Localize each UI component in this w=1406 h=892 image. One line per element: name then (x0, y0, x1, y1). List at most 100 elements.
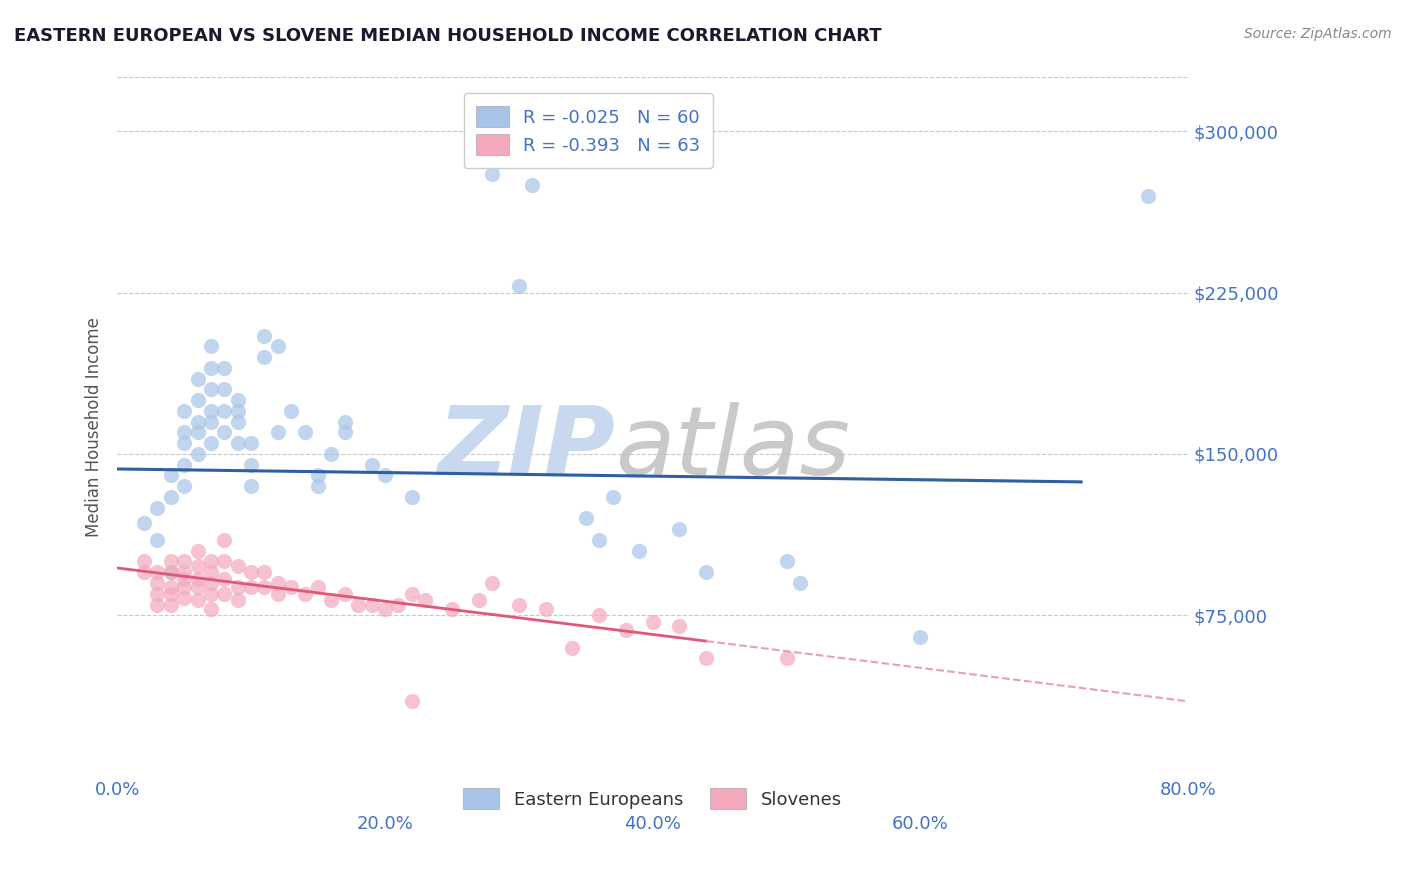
Point (280, 404, 302, 418)
Point (374, 468, 396, 483)
Point (132, 566, 155, 580)
Point (253, 350, 276, 364)
Point (240, 458, 263, 472)
Point (508, 279, 530, 293)
Point (159, 598, 181, 612)
Point (146, 533, 169, 547)
Point (214, 587, 236, 601)
Point (240, 580, 263, 594)
Point (534, 602, 557, 616)
Point (146, 566, 169, 580)
Point (214, 533, 236, 547)
Point (226, 404, 249, 418)
Point (159, 566, 181, 580)
Point (146, 587, 169, 601)
Point (267, 576, 290, 591)
Point (588, 608, 610, 623)
Point (226, 593, 249, 607)
Text: EASTERN EUROPEAN VS SLOVENE MEDIAN HOUSEHOLD INCOME CORRELATION CHART: EASTERN EUROPEAN VS SLOVENE MEDIAN HOUSE… (14, 27, 882, 45)
Point (628, 543, 651, 558)
Point (200, 576, 222, 591)
Point (240, 566, 263, 580)
Point (561, 640, 583, 655)
Point (200, 404, 222, 418)
Point (321, 447, 343, 461)
Point (200, 566, 222, 580)
Point (401, 490, 423, 504)
Point (159, 490, 181, 504)
Point (575, 511, 598, 525)
Point (173, 458, 195, 472)
Legend: Eastern Europeans, Slovenes: Eastern Europeans, Slovenes (456, 781, 849, 816)
Point (695, 651, 717, 665)
Y-axis label: Median Household Income: Median Household Income (86, 317, 103, 537)
Point (200, 436, 222, 450)
Point (267, 587, 290, 601)
Point (146, 500, 169, 515)
Point (173, 580, 195, 594)
Point (173, 479, 195, 493)
Point (159, 554, 181, 568)
Point (294, 425, 316, 440)
Point (159, 468, 181, 483)
Point (360, 458, 382, 472)
Point (695, 566, 717, 580)
Text: Source: ZipAtlas.com: Source: ZipAtlas.com (1244, 27, 1392, 41)
Point (910, 630, 932, 644)
Point (253, 566, 276, 580)
Point (481, 576, 503, 591)
Point (333, 425, 356, 440)
Point (253, 328, 276, 343)
Point (226, 580, 249, 594)
Point (1136, 188, 1159, 202)
Point (240, 479, 263, 493)
Point (588, 533, 610, 547)
Point (641, 615, 664, 629)
Point (214, 425, 236, 440)
Point (387, 598, 409, 612)
Point (267, 425, 290, 440)
Point (173, 404, 195, 418)
Point (333, 415, 356, 429)
Point (186, 415, 208, 429)
Text: 20.0%: 20.0% (357, 815, 413, 833)
Point (159, 587, 181, 601)
Point (508, 598, 530, 612)
Point (200, 415, 222, 429)
Point (200, 554, 222, 568)
Point (173, 425, 195, 440)
Point (668, 522, 690, 536)
Point (401, 587, 423, 601)
Point (226, 558, 249, 573)
Point (214, 404, 236, 418)
Point (173, 566, 195, 580)
Point (186, 425, 208, 440)
Point (186, 371, 208, 385)
Point (307, 468, 329, 483)
Point (775, 554, 797, 568)
Point (214, 383, 236, 397)
Point (294, 587, 316, 601)
Point (186, 572, 208, 586)
Point (214, 360, 236, 375)
Point (132, 516, 155, 530)
Point (186, 543, 208, 558)
Point (173, 436, 195, 450)
Point (401, 694, 423, 708)
Point (226, 393, 249, 408)
Point (200, 383, 222, 397)
Point (614, 624, 637, 638)
Text: 40.0%: 40.0% (624, 815, 681, 833)
Point (374, 602, 396, 616)
Point (789, 576, 811, 591)
Text: atlas: atlas (616, 401, 851, 494)
Point (333, 587, 356, 601)
Point (522, 178, 544, 192)
Point (280, 580, 302, 594)
Point (173, 554, 195, 568)
Point (253, 580, 276, 594)
Point (132, 554, 155, 568)
Point (307, 580, 329, 594)
Point (267, 339, 290, 353)
Point (159, 566, 181, 580)
